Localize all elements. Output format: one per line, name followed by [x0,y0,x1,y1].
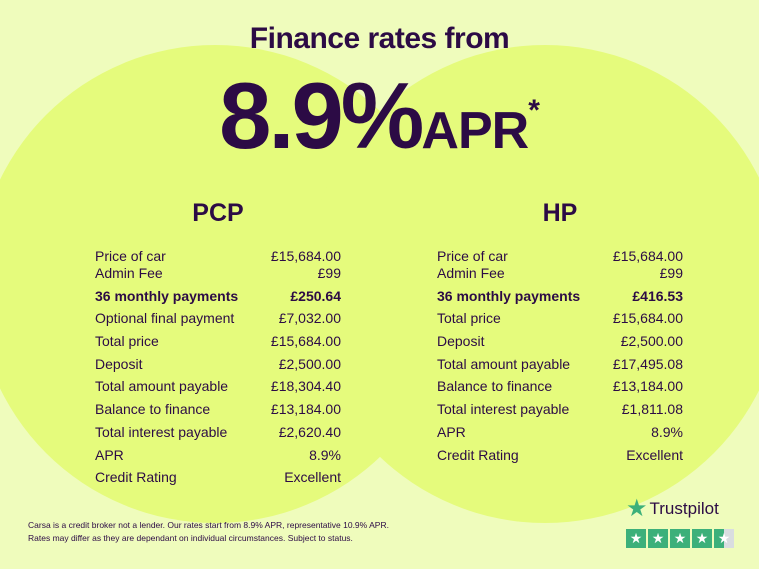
row-label: Deposit [437,333,485,350]
table-row: Balance to finance £13,184.00 [95,399,341,422]
row-label: Total price [437,310,501,327]
row-label: Balance to finance [437,378,553,395]
row-label: Total interest payable [95,423,228,440]
row-label: APR [437,423,466,440]
row-label: APR [95,446,124,463]
trustpilot-badge: ★ Trustpilot ★ ★ ★ ★ ★ [626,494,734,548]
row-value: Excellent [626,446,683,463]
trustpilot-label: Trustpilot [649,498,719,518]
row-value: £17,495.08 [612,355,683,372]
row-value: £15,684.00 [612,310,683,327]
row-label: Optional final payment [95,310,235,327]
row-value: £2,500.00 [620,333,683,350]
row-value: £2,500.00 [278,355,341,372]
row-value: £13,184.00 [612,378,683,395]
table-row: 36 monthly payments £250.64 [95,286,341,309]
row-value: Excellent [284,469,341,486]
disclaimer: Carsa is a credit broker not a lender. O… [28,519,389,545]
table-row: Price of car £15,684.00 [437,246,683,264]
row-label: Admin Fee [437,265,505,281]
table-row: APR 8.9% [437,422,683,445]
row-value: £2,620.40 [278,423,341,440]
row-value: £15,684.00 [612,248,683,264]
row-label: 36 monthly payments [437,287,581,304]
star-icon: ★ [626,529,646,548]
star-icon: ★ [670,529,690,548]
row-value: £15,684.00 [270,333,341,350]
star-icon: ★ [626,495,648,522]
row-label: Credit Rating [95,469,177,486]
apr-headline: 8.9%APR* [0,62,759,170]
row-label: Credit Rating [437,446,519,463]
row-value: £99 [317,265,341,281]
row-label: Total interest payable [437,401,570,418]
table-row: Balance to finance £13,184.00 [437,376,683,399]
star-icon: ★ [714,529,734,548]
table-row: Price of car £15,684.00 [95,246,341,264]
row-label: Total price [95,333,159,350]
row-value: £18,304.40 [270,378,341,395]
pcp-heading: PCP [192,199,244,227]
table-row: APR 8.9% [95,445,341,468]
row-value: 8.9% [309,446,341,463]
star-icon: ★ [692,529,712,548]
row-label: Total amount payable [95,378,229,395]
table-row: Total interest payable £1,811.08 [437,399,683,422]
apr-label: APR [421,102,529,160]
row-value: £250.64 [290,287,341,304]
row-label: Price of car [95,248,166,264]
star-icon: ★ [648,529,668,548]
row-label: Deposit [95,355,143,372]
table-row: Admin Fee £99 [95,263,341,286]
table-row: Total amount payable £18,304.40 [95,376,341,399]
row-value: £13,184.00 [270,401,341,418]
table-row: Total amount payable £17,495.08 [437,354,683,377]
table-row: Credit Rating Excellent [437,445,683,468]
table-row: Total price £15,684.00 [95,331,341,354]
trustpilot-rating: ★ ★ ★ ★ ★ [626,529,734,548]
hp-table: HP Price of car £15,684.00 Admin Fee £99 36 … [437,196,683,467]
disclaimer-line: Carsa is a credit broker not a lender. O… [28,520,389,530]
decorative-circle-right [306,45,759,523]
headline: Finance rates from [249,22,510,55]
table-row: Credit Rating Excellent [95,467,341,490]
apr-rate: 8.9% [219,63,424,168]
table-row: Total price £15,684.00 [437,308,683,331]
table-row: Deposit £2,500.00 [95,354,341,377]
disclaimer-line: Rates may differ as they are dependant o… [28,533,353,543]
table-row: Admin Fee £99 [437,263,683,286]
row-value: £7,032.00 [278,310,341,327]
row-value: 8.9% [651,423,683,440]
row-value: £15,684.00 [270,248,341,264]
row-label: 36 monthly payments [95,287,239,304]
row-label: Admin Fee [95,265,163,281]
row-value: £1,811.08 [621,401,683,418]
table-row: 36 monthly payments £416.53 [437,286,683,309]
row-label: Price of car [437,248,508,264]
row-value: £416.53 [632,287,683,304]
pcp-table: PCP Price of car £15,684.00 Admin Fee £99 36… [95,196,341,490]
asterisk: * [528,94,540,127]
row-label: Total amount payable [437,355,571,372]
row-label: Balance to finance [95,401,211,418]
row-value: £99 [659,265,683,281]
table-row: Deposit £2,500.00 [437,331,683,354]
table-row: Optional final payment £7,032.00 [95,308,341,331]
table-row: Total interest payable £2,620.40 [95,422,341,445]
hp-heading: HP [542,199,578,227]
